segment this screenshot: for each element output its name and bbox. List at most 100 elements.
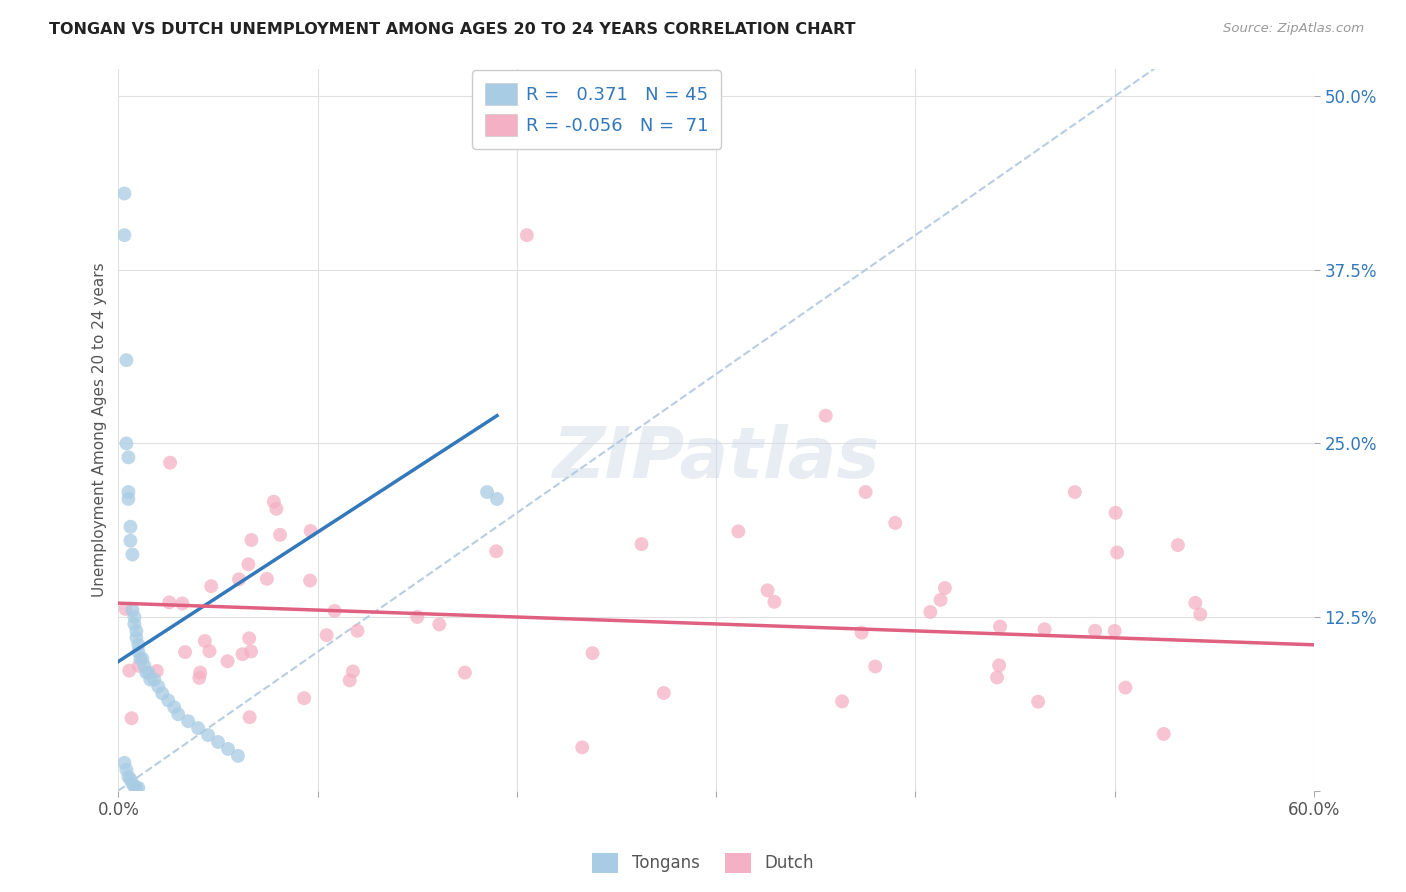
Point — [124, 780, 146, 794]
Point — [200, 579, 222, 593]
Point — [127, 645, 149, 659]
Point — [1104, 506, 1126, 520]
Point — [114, 602, 136, 616]
Point — [1033, 622, 1056, 636]
Point — [112, 186, 135, 201]
Point — [263, 494, 285, 508]
Point — [1063, 485, 1085, 500]
Y-axis label: Unemployment Among Ages 20 to 24 years: Unemployment Among Ages 20 to 24 years — [93, 262, 107, 597]
Point — [159, 456, 181, 470]
Point — [485, 491, 508, 506]
Point — [831, 694, 853, 708]
Point — [115, 763, 138, 777]
Legend: Tongans, Dutch: Tongans, Dutch — [585, 847, 821, 880]
Point — [125, 624, 148, 638]
Point — [217, 654, 239, 668]
Point — [134, 658, 156, 673]
Point — [115, 353, 138, 368]
Point — [299, 524, 322, 538]
Point — [146, 664, 169, 678]
Point — [128, 658, 150, 673]
Point — [485, 544, 508, 558]
Point — [207, 735, 229, 749]
Point — [855, 485, 877, 500]
Point — [127, 638, 149, 652]
Point — [920, 605, 942, 619]
Point — [516, 228, 538, 243]
Point — [172, 596, 194, 610]
Text: Source: ZipAtlas.com: Source: ZipAtlas.com — [1223, 22, 1364, 36]
Point — [475, 485, 498, 500]
Point — [727, 524, 749, 539]
Point — [112, 228, 135, 243]
Point — [239, 710, 262, 724]
Point — [125, 780, 148, 795]
Point — [188, 671, 211, 685]
Point — [988, 619, 1011, 633]
Point — [323, 604, 346, 618]
Text: ZIPatlas: ZIPatlas — [553, 424, 880, 493]
Point — [630, 537, 652, 551]
Point — [124, 610, 146, 624]
Point — [1107, 545, 1129, 559]
Point — [581, 646, 603, 660]
Point — [148, 680, 170, 694]
Point — [884, 516, 907, 530]
Point — [167, 707, 190, 722]
Point — [269, 528, 291, 542]
Point — [240, 644, 263, 658]
Point — [197, 728, 219, 742]
Point — [112, 756, 135, 770]
Point — [231, 647, 253, 661]
Point — [217, 742, 239, 756]
Point — [299, 574, 322, 588]
Legend: R =   0.371   N = 45, R = -0.056   N =  71: R = 0.371 N = 45, R = -0.056 N = 71 — [472, 70, 721, 149]
Point — [652, 686, 675, 700]
Point — [143, 673, 166, 687]
Point — [266, 501, 288, 516]
Point — [135, 665, 157, 680]
Point — [1084, 624, 1107, 638]
Point — [226, 748, 249, 763]
Point — [125, 631, 148, 645]
Point — [117, 450, 139, 465]
Point — [315, 628, 337, 642]
Point — [121, 548, 143, 562]
Point — [121, 777, 143, 791]
Point — [240, 533, 263, 547]
Point — [571, 740, 593, 755]
Point — [118, 664, 141, 678]
Point — [187, 721, 209, 735]
Point — [988, 658, 1011, 673]
Point — [238, 632, 260, 646]
Text: TONGAN VS DUTCH UNEMPLOYMENT AMONG AGES 20 TO 24 YEARS CORRELATION CHART: TONGAN VS DUTCH UNEMPLOYMENT AMONG AGES … — [49, 22, 856, 37]
Point — [117, 491, 139, 506]
Point — [427, 617, 450, 632]
Point — [1104, 624, 1126, 638]
Point — [174, 645, 197, 659]
Point — [194, 634, 217, 648]
Point — [117, 770, 139, 784]
Point — [121, 603, 143, 617]
Point — [934, 581, 956, 595]
Point — [256, 572, 278, 586]
Point — [120, 772, 142, 787]
Point — [150, 686, 173, 700]
Point — [1114, 681, 1136, 695]
Point — [129, 651, 152, 665]
Point — [756, 583, 779, 598]
Point — [929, 593, 952, 607]
Point — [238, 558, 260, 572]
Point — [136, 665, 159, 680]
Point — [986, 670, 1008, 684]
Point — [127, 780, 149, 795]
Point — [851, 625, 873, 640]
Point — [406, 610, 429, 624]
Point — [342, 665, 364, 679]
Point — [157, 595, 180, 609]
Point — [814, 409, 837, 423]
Point — [339, 673, 361, 688]
Point — [198, 644, 221, 658]
Point — [157, 693, 180, 707]
Point — [1184, 596, 1206, 610]
